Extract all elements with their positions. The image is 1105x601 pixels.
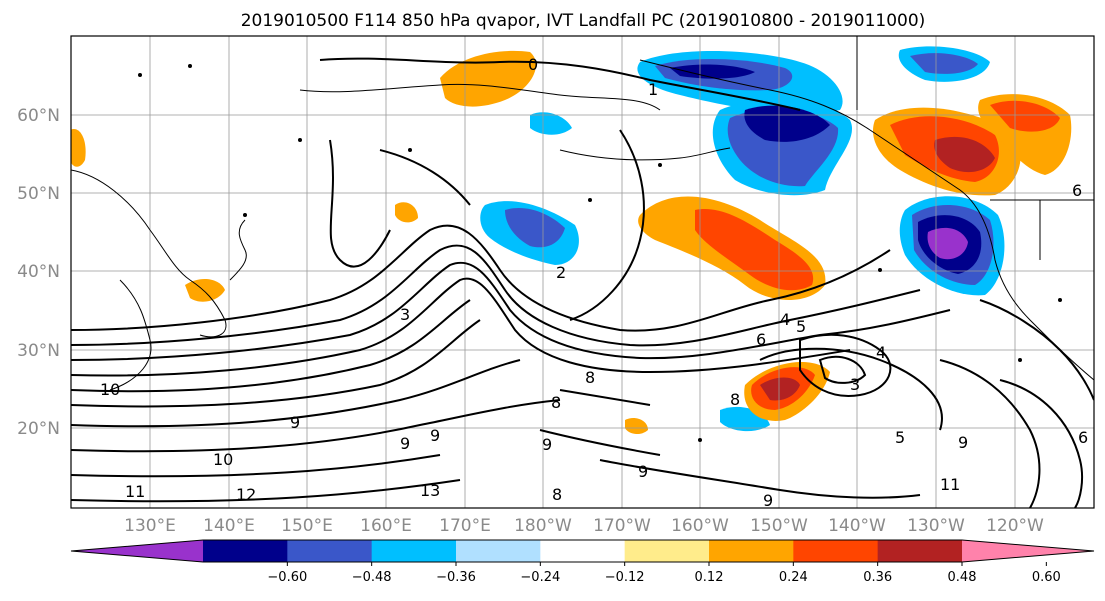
coastlines bbox=[71, 36, 1094, 391]
latitude-labels: 60°N 50°N 40°N 30°N 20°N bbox=[17, 106, 60, 439]
lon-label: 160°W bbox=[671, 516, 729, 536]
neg-anomaly-aleutian-core bbox=[505, 208, 565, 248]
contour-lines bbox=[71, 57, 1094, 508]
contour-label: 8 bbox=[552, 485, 562, 504]
contour-label: 13 bbox=[420, 481, 440, 500]
contour-label: 10 bbox=[213, 450, 233, 469]
pos-anomaly-bc-deep bbox=[934, 136, 995, 173]
contour-label: 9 bbox=[638, 462, 648, 481]
pos-anomaly-inland-core bbox=[990, 100, 1060, 132]
contour-label: 3 bbox=[850, 375, 860, 394]
gridlines bbox=[71, 36, 1094, 508]
contour-label: 9 bbox=[400, 434, 410, 453]
contour-label: 9 bbox=[290, 413, 300, 432]
pos-anomaly-chukotka bbox=[440, 50, 536, 107]
neg-anomaly-bering-small bbox=[530, 112, 572, 135]
contour-label: 9 bbox=[763, 491, 773, 510]
pos-anomaly-nw-pacific bbox=[395, 202, 418, 223]
contour-label: 1 bbox=[648, 80, 658, 99]
colorbar-tick-label: 0.12 bbox=[695, 570, 724, 585]
lat-label: 60°N bbox=[17, 106, 60, 126]
colorbar-swatch bbox=[456, 540, 541, 562]
contour-label: 11 bbox=[125, 482, 145, 501]
contour-label: 8 bbox=[730, 390, 740, 409]
neg-anomaly-alaska-deep bbox=[670, 64, 755, 79]
lon-label: 150°E bbox=[281, 516, 333, 536]
contour-label: 6 bbox=[756, 330, 766, 349]
figure-title: 2019010500 F114 850 hPa qvapor, IVT Land… bbox=[241, 11, 926, 31]
lat-label: 40°N bbox=[17, 262, 60, 282]
lon-label: 170°E bbox=[439, 516, 491, 536]
contour-label: 4 bbox=[876, 343, 886, 362]
islands-detail bbox=[138, 64, 1062, 442]
anomaly-shading bbox=[71, 46, 1072, 435]
colorbar-swatch bbox=[709, 540, 794, 562]
lon-label: 140°W bbox=[828, 516, 886, 536]
longitude-labels: 130°E 140°E 150°E 160°E 170°E 180°W 170°… bbox=[124, 516, 1044, 536]
map-frame bbox=[70, 35, 1095, 509]
pos-anomaly-asia-west bbox=[71, 129, 86, 167]
colorbar-swatch bbox=[793, 540, 879, 562]
colorbar-swatch bbox=[624, 540, 710, 562]
colorbar-swatch bbox=[371, 540, 457, 562]
colorbar-extend-low bbox=[71, 540, 203, 562]
contour-label: 12 bbox=[236, 485, 256, 504]
colorbar-swatch bbox=[877, 540, 963, 562]
colorbar-swatch bbox=[203, 540, 288, 562]
contour-label: 8 bbox=[551, 393, 561, 412]
lon-label: 180°W bbox=[514, 516, 572, 536]
lon-label: 120°W bbox=[986, 516, 1044, 536]
contour-label: 6 bbox=[1072, 181, 1082, 200]
colorbar-tick-label: 0.60 bbox=[1032, 570, 1061, 585]
contour-label: 9 bbox=[430, 426, 440, 445]
contour-label: 0 bbox=[528, 55, 538, 74]
lat-label: 50°N bbox=[17, 184, 60, 204]
colorbar-tick-label: 0.48 bbox=[948, 570, 977, 585]
contour-label: 5 bbox=[796, 317, 806, 336]
contour-label: 4 bbox=[780, 310, 790, 329]
pos-anomaly-east-subtropics bbox=[625, 418, 648, 435]
contour-label: 5 bbox=[895, 428, 905, 447]
contour-label: 2 bbox=[556, 263, 566, 282]
contour-label: 10 bbox=[100, 380, 120, 399]
lon-label: 150°W bbox=[750, 516, 808, 536]
contour-label: 6 bbox=[1078, 428, 1088, 447]
neg-anomaly-pnw-deep bbox=[927, 227, 968, 260]
contour-label-group: 0 1 2 3 4 5 6 8 9 9 9 10 10 11 12 13 9 8… bbox=[100, 55, 1088, 510]
contour-label: 9 bbox=[958, 433, 968, 452]
colorbar-tick-label: −0.60 bbox=[267, 570, 307, 585]
pos-anomaly-japan bbox=[185, 278, 225, 302]
contour-label: 3 bbox=[400, 305, 410, 324]
colorbar-tick-label: 0.36 bbox=[863, 570, 892, 585]
colorbar-tick-label: −0.48 bbox=[352, 570, 392, 585]
contour-label: 11 bbox=[940, 475, 960, 494]
lat-label: 30°N bbox=[17, 341, 60, 361]
pos-anomaly-goa-core bbox=[695, 209, 814, 291]
pos-anomaly-subtropical-deep bbox=[760, 377, 800, 401]
lon-label: 140°E bbox=[203, 516, 255, 536]
lat-label: 20°N bbox=[17, 419, 60, 439]
lon-label: 160°E bbox=[360, 516, 412, 536]
neg-anomaly-yukon-core bbox=[910, 53, 978, 74]
colorbar-swatch bbox=[287, 540, 373, 562]
contour-label: 8 bbox=[585, 368, 595, 387]
colorbar-swatch bbox=[540, 540, 626, 562]
lon-label: 130°W bbox=[907, 516, 965, 536]
colorbar-outline bbox=[70, 539, 1095, 563]
colorbar-tick-label: −0.36 bbox=[436, 570, 476, 585]
colorbar-tick-label: −0.24 bbox=[520, 570, 560, 585]
contour-label: 9 bbox=[542, 435, 552, 454]
colorbar-extend-high bbox=[962, 540, 1094, 562]
colorbar-tick-label: 0.24 bbox=[779, 570, 808, 585]
map-layers bbox=[71, 36, 1094, 508]
colorbar: −0.60 −0.48 −0.36 −0.24 −0.12 0.12 0.24 0.36 0.4… bbox=[70, 539, 1095, 585]
lon-label: 170°W bbox=[593, 516, 651, 536]
lon-label: 130°E bbox=[124, 516, 176, 536]
colorbar-tick-label: −0.12 bbox=[605, 570, 645, 585]
